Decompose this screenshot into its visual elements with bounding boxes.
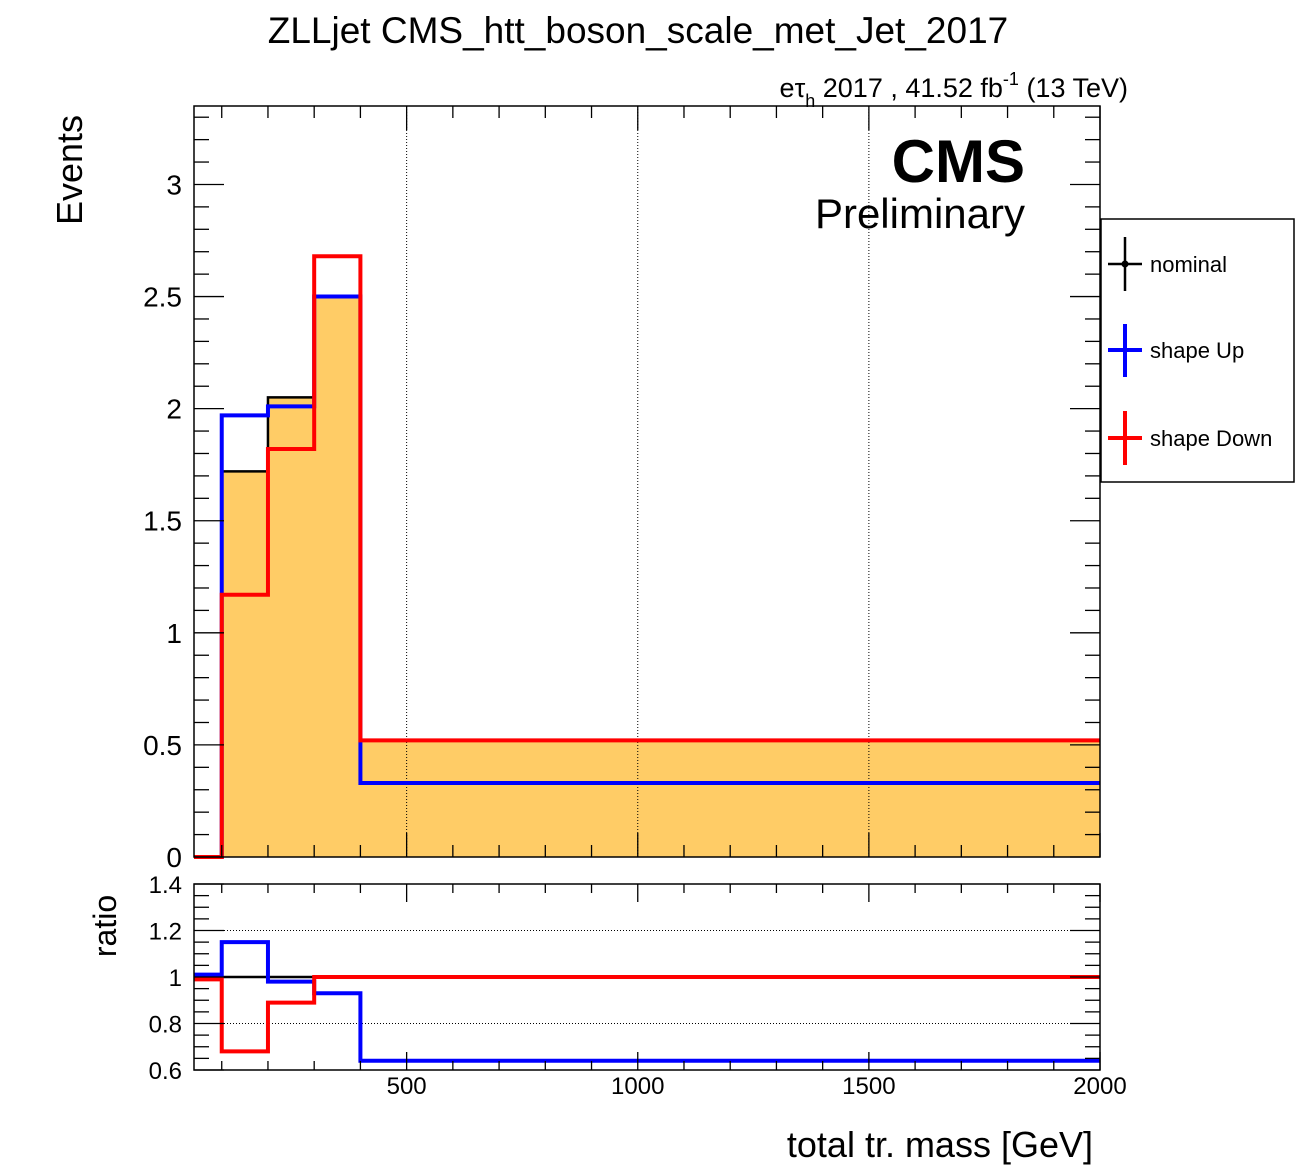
legend-entry-nominal: nominal [1108,237,1227,291]
x-tick-label: 1000 [611,1073,664,1100]
main-y-tick-label: 0 [166,842,182,873]
main-y-tick-label: 2.5 [143,282,182,313]
x-axis-label: total tr. mass [GeV] [787,1124,1093,1165]
main-series-lines [194,254,1100,859]
legend-label-shape-up: shape Up [1150,338,1244,363]
cms-preliminary-text: Preliminary [815,190,1025,237]
ratio-y-tick-label: 1.2 [149,919,182,946]
ratio-plot-panel: 0.6 0.8 1 1.2 1.4 500 1000 1500 2000 ratio tota… [87,872,1127,1165]
main-grid-lines [406,106,870,857]
main-plot-panel: 0 0.5 1 1.5 2 2.5 3 Events [49,105,1101,873]
ratio-axis-ticks [194,883,1101,1071]
x-tick-label: 1500 [842,1073,895,1100]
ratio-line-shape-up [194,940,1100,1063]
ratio-line-shape-down [194,975,1100,1054]
legend-entry-shape-up: shape Up [1108,324,1244,377]
ratio-y-tick-label: 0.6 [149,1058,182,1085]
nominal-fill-area [194,296,1100,857]
nominal-fill [194,296,1100,857]
ratio-y-tick-label: 0.8 [149,1012,182,1039]
legend-label-nominal: nominal [1150,252,1227,277]
legend: nominal shape Up shape Down [1100,218,1295,483]
y-axis-label-ratio: ratio [87,895,123,957]
main-y-tick-label: 0.5 [143,730,182,761]
main-y-tick-label: 1 [166,618,182,649]
x-tick-labels: 500 1000 1500 2000 [387,1073,1127,1100]
series-line-shape-down [194,254,1100,859]
legend-entry-shape-down: shape Down [1108,411,1272,465]
chart-title: ZLLjet CMS_htt_boson_scale_met_Jet_2017 [268,10,1008,51]
lumi-label: eτh 2017 , 41.52 fb-1 (13 TeV) [780,69,1128,111]
main-y-tick-label: 1.5 [143,506,182,537]
x-tick-label: 2000 [1073,1073,1126,1100]
main-axis-ticks [194,106,1101,858]
cms-logo-text: CMS [892,128,1025,195]
main-plot-frame [193,105,1101,858]
ratio-y-tick-label: 1.4 [149,872,182,899]
ratio-series-lines [194,940,1100,1063]
main-y-tick-label: 3 [166,169,182,200]
ratio-y-tick-labels: 0.6 0.8 1 1.2 1.4 [149,872,182,1085]
main-y-tick-label: 2 [166,394,182,425]
legend-label-shape-down: shape Down [1150,426,1272,451]
y-axis-label-events: Events [49,115,90,225]
main-y-tick-labels: 0 0.5 1 1.5 2 2.5 3 [143,169,182,873]
ratio-y-tick-label: 1 [169,965,182,992]
x-tick-label: 500 [387,1073,427,1100]
legend-marker-nominal-dot [1121,260,1129,268]
